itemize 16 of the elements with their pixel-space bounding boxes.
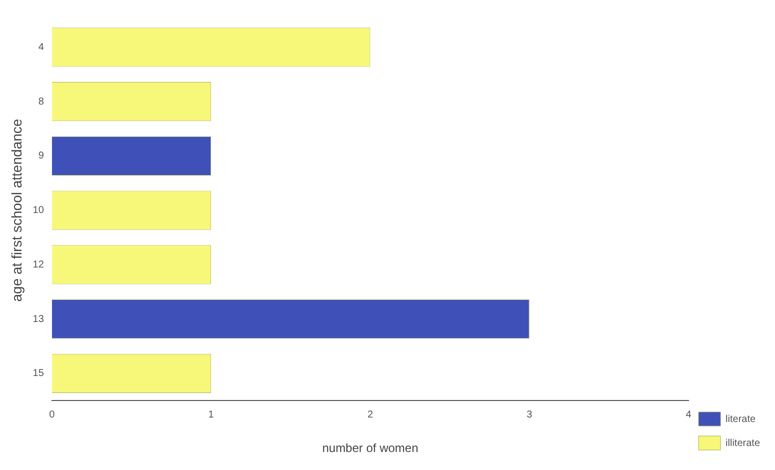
y-axis-title: age at first school attendance	[8, 118, 24, 302]
x-tick-label: 3	[526, 409, 533, 420]
y-tick-label: 15	[32, 368, 44, 380]
legend-label: illiterate	[726, 438, 760, 449]
x-axis-title: number of women	[322, 441, 418, 456]
x-tick-label: 1	[208, 409, 214, 420]
y-tick-label: 8	[38, 96, 44, 108]
x-tick-label: 0	[49, 409, 56, 420]
legend-label: literate	[726, 414, 756, 425]
y-tick-label: 9	[38, 150, 44, 162]
y-tick-label: 10	[32, 205, 44, 216]
y-tick-label: 12	[32, 259, 44, 270]
y-tick-label: 13	[32, 314, 44, 325]
x-tick-label: 2	[367, 409, 374, 420]
x-tick-label: 4	[686, 409, 692, 420]
y-tick-label: 4	[38, 42, 44, 53]
